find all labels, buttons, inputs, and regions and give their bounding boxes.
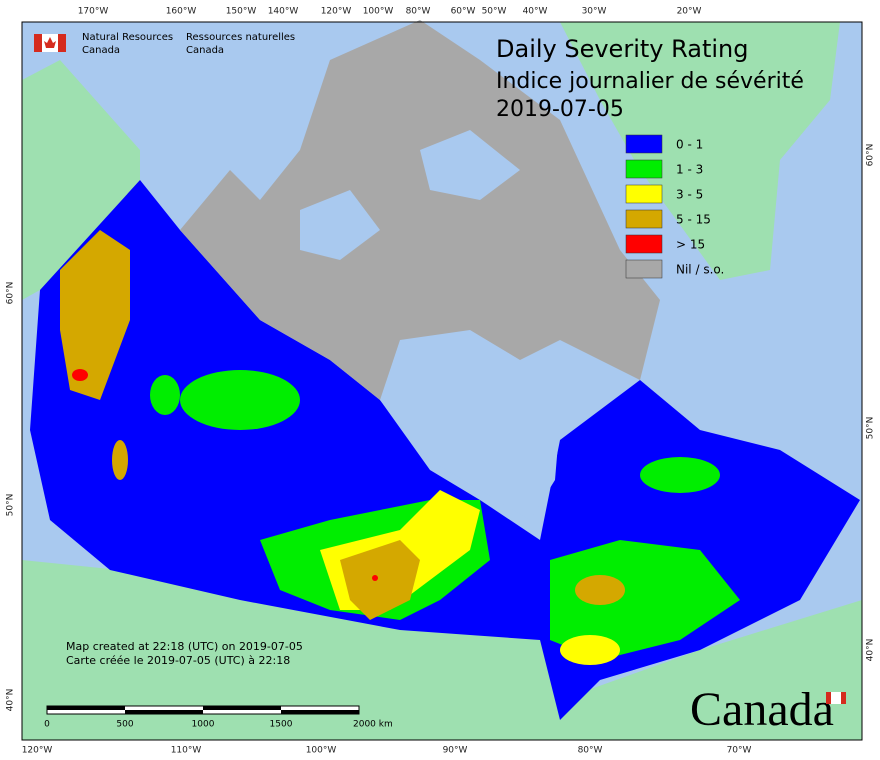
- scale-label: 2000 km: [353, 720, 393, 730]
- wordmark: Canada: [690, 683, 834, 736]
- footer-note: Map created at 22:18 (UTC) on 2019-07-05: [66, 640, 303, 653]
- legend-swatch: [625, 159, 663, 179]
- agency-fr: Ressources naturelles: [186, 32, 295, 43]
- lon-label: 40°W: [523, 7, 548, 17]
- patch-1-3: [640, 457, 720, 493]
- title: Indice journalier de sévérité: [496, 69, 804, 94]
- lat-label: 60°N: [6, 282, 16, 305]
- agency-fr: Canada: [186, 45, 224, 56]
- legend-swatch: [625, 184, 663, 204]
- lon-label: 100°W: [306, 746, 337, 756]
- lat-label: 40°N: [866, 639, 876, 662]
- hudson-bay: [380, 330, 560, 520]
- legend: 0 - 1 1 - 3 3 - 5 5 - 15 > 15 Nil / s.o.: [625, 134, 724, 279]
- patch-3-5: [560, 635, 620, 665]
- lon-label: 30°W: [582, 7, 607, 17]
- lon-label: 150°W: [226, 7, 257, 17]
- lon-label: 20°W: [677, 7, 702, 17]
- scale-bar: 0 500 1000 1500 2000 km: [44, 705, 393, 730]
- patch-15: [372, 575, 378, 581]
- scale-label: 1500: [270, 720, 293, 730]
- legend-label: 1 - 3: [676, 163, 703, 177]
- legend-label: > 15: [676, 238, 705, 252]
- scale-label: 500: [116, 720, 133, 730]
- legend-swatch: [625, 134, 663, 154]
- lon-label: 120°W: [321, 7, 352, 17]
- lon-label: 80°W: [406, 7, 431, 17]
- lon-label: 90°W: [443, 746, 468, 756]
- alaska: [22, 60, 140, 300]
- scale-seg: [203, 706, 281, 710]
- map-frame: [21, 21, 863, 741]
- agency: Natural Resources Canada Ressources natu…: [34, 32, 295, 56]
- patch-1-3: [180, 370, 300, 430]
- agency-en: Canada: [82, 45, 120, 56]
- arctic-nil: [180, 20, 660, 400]
- patch-1-3: [150, 375, 180, 415]
- patch-15: [72, 369, 88, 381]
- patch-1-3: [550, 540, 740, 660]
- lon-label: 140°W: [268, 7, 299, 17]
- graticule: 170°W 160°W 150°W 140°W 120°W 100°W 80°W 60°W 50…: [6, 7, 876, 756]
- lon-label: 50°W: [482, 7, 507, 17]
- legend-swatch: [625, 234, 663, 254]
- lon-label: 100°W: [363, 7, 394, 17]
- channel: [420, 130, 520, 200]
- patch-5-15: [575, 575, 625, 605]
- scale-seg: [47, 706, 125, 710]
- maple-leaf: [44, 37, 56, 48]
- lon-label: 80°W: [578, 746, 603, 756]
- patch-5-15: [112, 440, 128, 480]
- legend-label: 5 - 15: [676, 213, 711, 227]
- title: Daily Severity Rating: [496, 35, 748, 63]
- lat-label: 40°N: [6, 689, 16, 712]
- lon-label: 60°W: [451, 7, 476, 17]
- title-date: 2019-07-05: [496, 97, 624, 122]
- scale-label: 1000: [192, 720, 215, 730]
- flag-band: [58, 34, 66, 52]
- patch-5-15: [340, 540, 420, 620]
- legend-label: 0 - 1: [676, 138, 703, 152]
- usa: [22, 560, 862, 740]
- patch-5-15: [60, 230, 130, 400]
- legend-label: 3 - 5: [676, 188, 703, 202]
- lon-label: 120°W: [22, 746, 53, 756]
- legend-swatch: [625, 259, 663, 279]
- map: [21, 20, 863, 741]
- lon-label: 70°W: [727, 746, 752, 756]
- legend-label: Nil / s.o.: [676, 263, 724, 277]
- flag-band: [34, 34, 42, 52]
- scale-seg: [125, 710, 203, 714]
- wordmark-flag: [831, 692, 841, 704]
- agency-en: Natural Resources: [82, 32, 173, 43]
- greenland: [560, 22, 840, 280]
- scale-label: 0: [44, 720, 50, 730]
- scale-seg: [281, 710, 359, 714]
- lon-label: 110°W: [171, 746, 202, 756]
- footer-note: Carte créée le 2019-07-05 (UTC) à 22:18: [66, 654, 290, 667]
- lat-label: 50°N: [866, 417, 876, 440]
- channel: [300, 190, 380, 260]
- lon-label: 170°W: [78, 7, 109, 17]
- lat-label: 50°N: [6, 494, 16, 517]
- lat-label: 60°N: [866, 144, 876, 167]
- legend-swatch: [625, 209, 663, 229]
- lon-label: 160°W: [166, 7, 197, 17]
